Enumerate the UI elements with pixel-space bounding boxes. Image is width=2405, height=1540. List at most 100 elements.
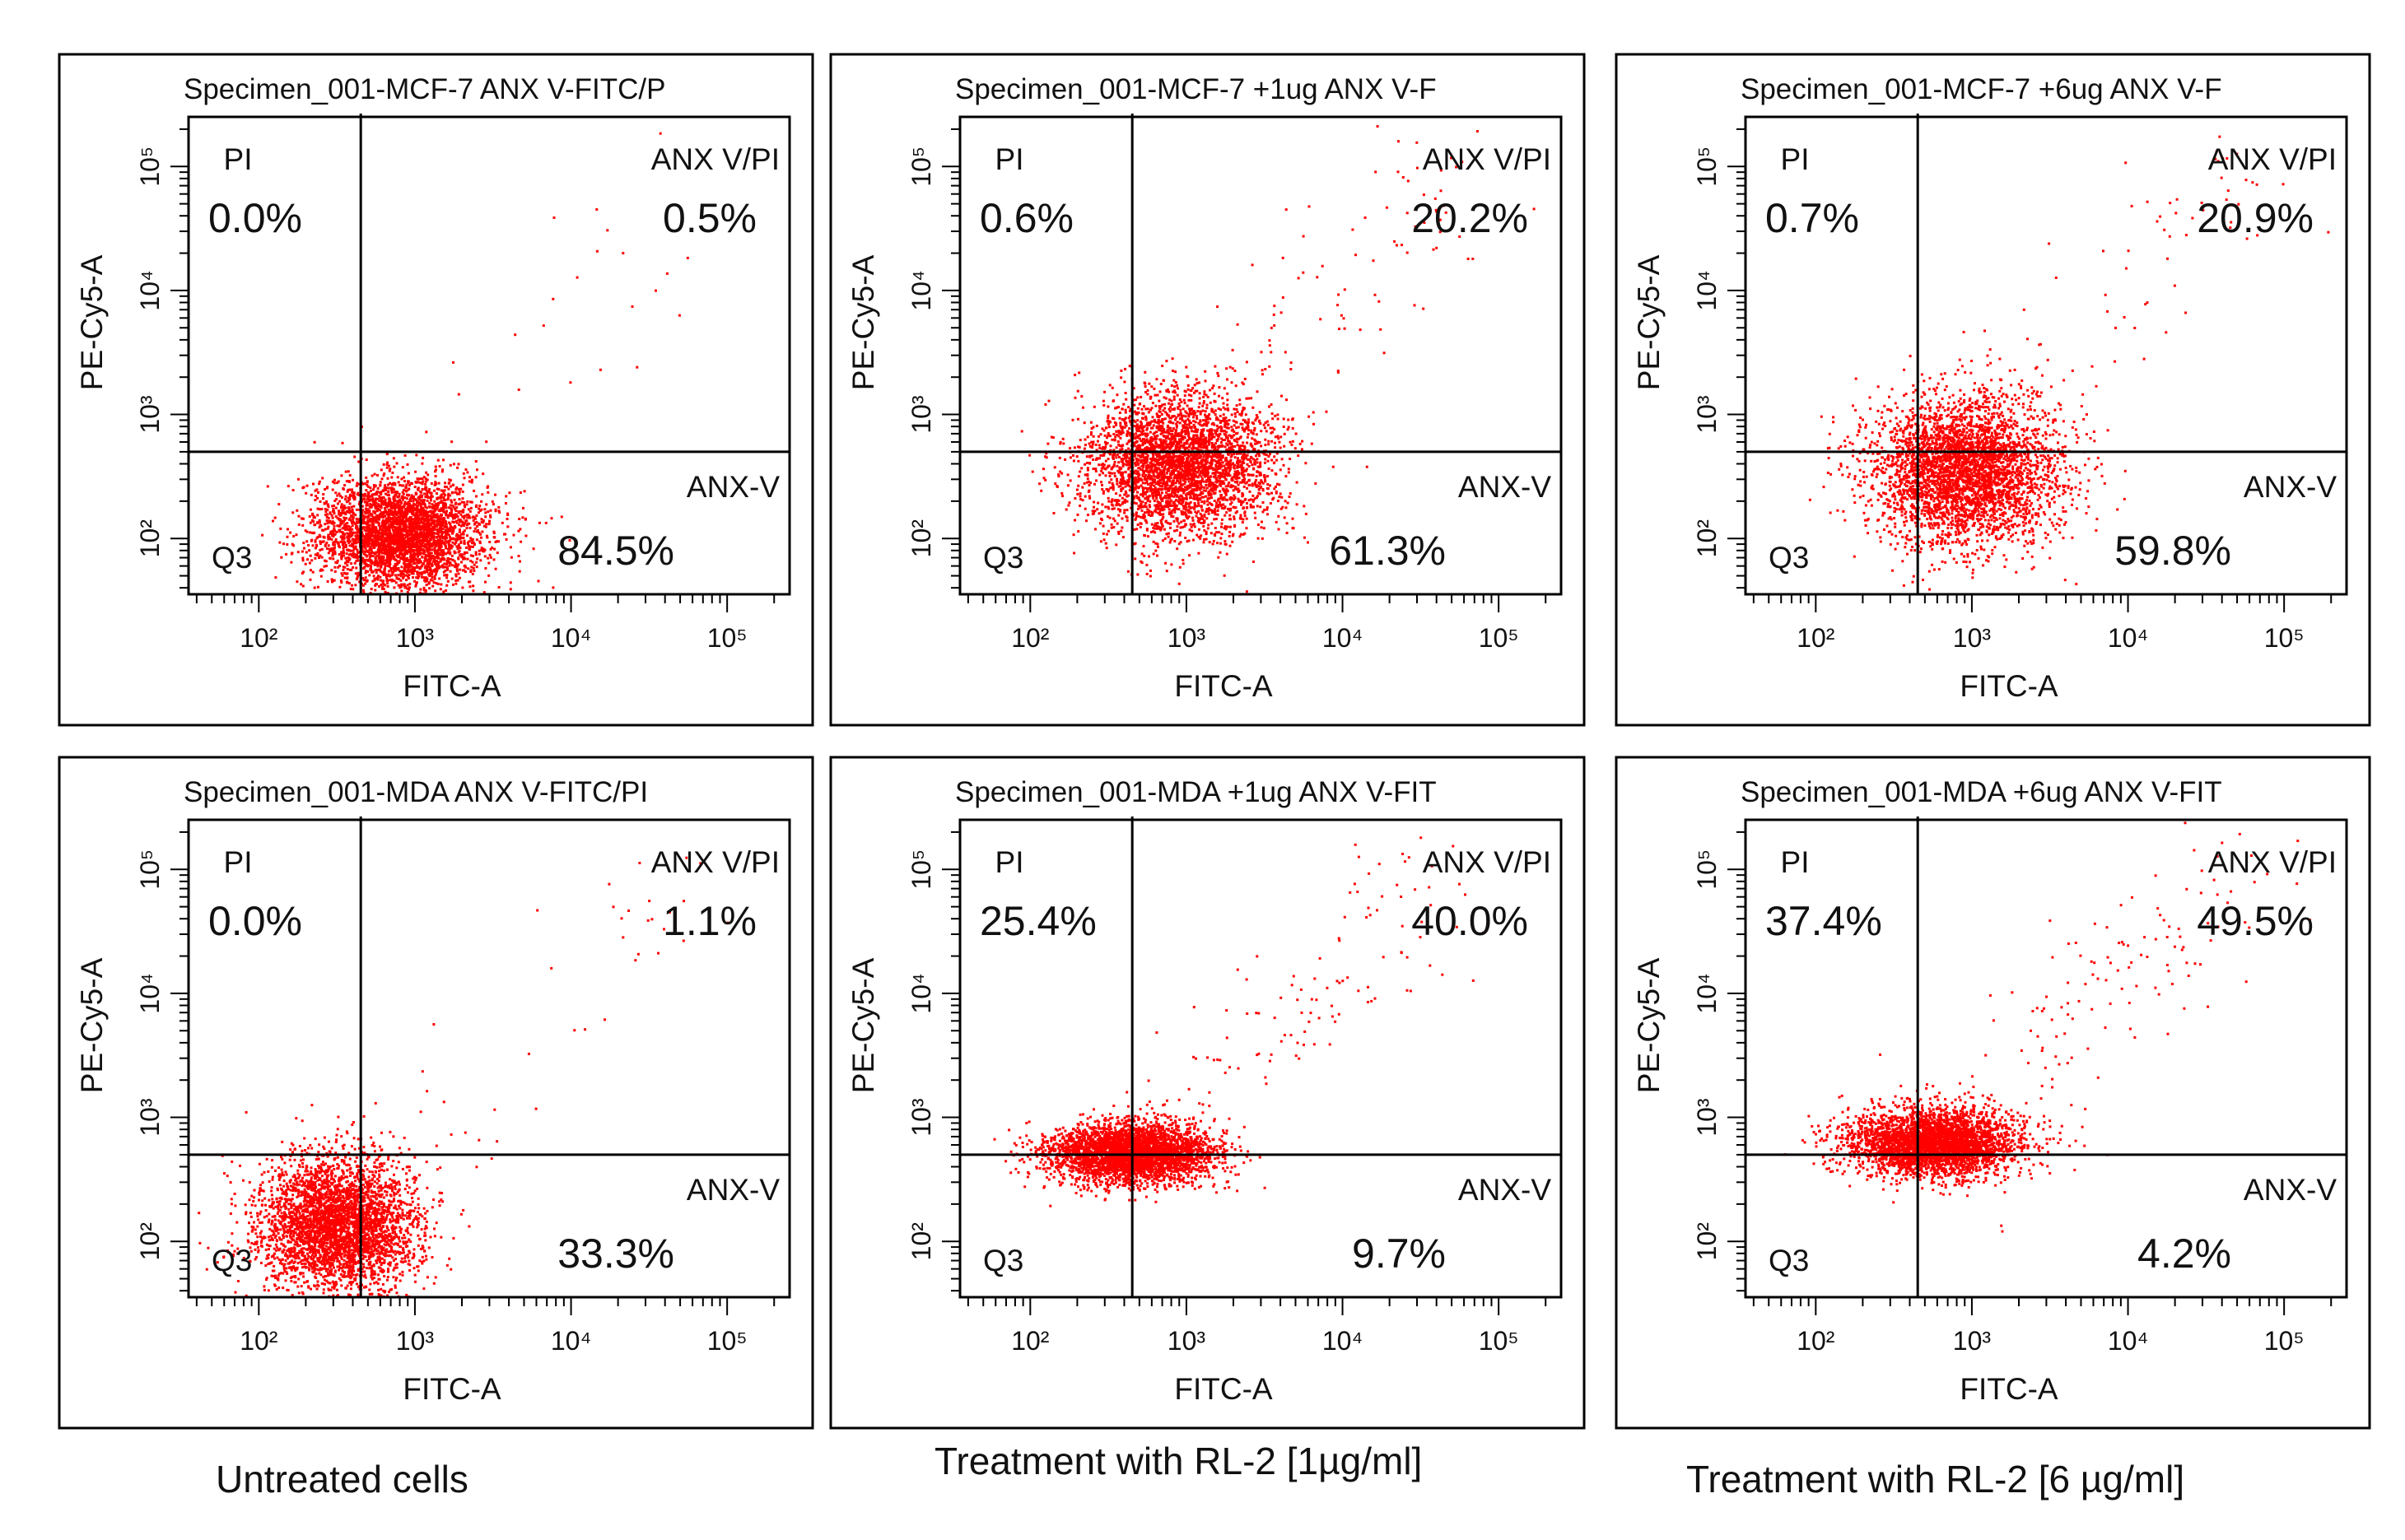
data-point (436, 458, 440, 462)
quadrant-anxv-pi-label: ANX V/PI (651, 142, 780, 176)
data-point (349, 540, 352, 543)
data-point (505, 495, 508, 498)
data-point (398, 492, 401, 495)
data-point (395, 500, 399, 503)
data-point (375, 571, 378, 575)
data-point (1168, 402, 1171, 405)
data-point (434, 502, 437, 505)
data-point (279, 527, 282, 530)
data-point (1150, 420, 1154, 423)
data-point (378, 500, 381, 503)
data-point (1176, 444, 1179, 448)
data-point (383, 486, 386, 490)
data-point (340, 554, 343, 557)
data-point (412, 505, 415, 508)
data-point (1225, 442, 1228, 445)
data-point (1205, 480, 1208, 483)
data-point (399, 585, 403, 589)
data-point (470, 478, 473, 482)
data-point (1120, 482, 1123, 486)
data-point (342, 542, 345, 546)
data-point (406, 584, 409, 587)
data-point (434, 465, 437, 468)
data-point (301, 517, 303, 520)
data-point (347, 549, 351, 552)
data-point (405, 524, 408, 528)
data-point (396, 531, 399, 533)
data-point (395, 462, 399, 465)
data-point (1170, 499, 1172, 502)
data-point (409, 543, 412, 547)
data-point (462, 509, 465, 511)
data-point (450, 499, 453, 502)
data-point (449, 479, 452, 482)
data-point (410, 494, 413, 497)
data-point (380, 492, 383, 495)
data-point (364, 538, 367, 542)
data-point (1206, 453, 1209, 456)
data-point (350, 519, 353, 523)
data-point (446, 494, 450, 497)
data-point (408, 558, 411, 561)
data-point (410, 559, 413, 562)
data-point (332, 557, 335, 561)
data-point (349, 530, 352, 533)
data-point (430, 499, 432, 502)
data-point (439, 496, 442, 500)
data-point (292, 535, 296, 537)
data-point (314, 539, 317, 542)
data-point (381, 489, 385, 492)
data-point (394, 522, 398, 525)
data-point (1197, 528, 1200, 531)
data-point (435, 544, 438, 547)
data-point (466, 500, 469, 503)
data-point (361, 482, 365, 486)
data-point (444, 528, 447, 532)
quadrant-anxv-pi-value: 0.5% (663, 195, 757, 241)
data-point (421, 556, 424, 559)
data-point (1200, 446, 1204, 449)
data-point (380, 468, 383, 472)
data-point (348, 532, 352, 535)
data-point (441, 490, 445, 493)
data-point (392, 530, 395, 533)
data-point (436, 539, 439, 542)
data-point (400, 546, 403, 548)
data-point (1144, 482, 1147, 485)
data-point (464, 564, 467, 567)
data-point (388, 537, 391, 540)
data-point (416, 561, 419, 565)
data-point (357, 528, 360, 531)
data-point (403, 548, 407, 551)
data-point (373, 547, 376, 549)
data-point (356, 533, 359, 537)
data-point (390, 489, 394, 492)
data-point (371, 523, 375, 525)
data-point (1168, 511, 1171, 514)
data-point (422, 499, 426, 502)
data-point (1174, 381, 1177, 384)
data-point (441, 536, 445, 539)
data-point (1261, 369, 1264, 372)
data-point (1149, 505, 1152, 509)
data-point (1154, 491, 1158, 494)
data-point (1218, 500, 1221, 504)
data-point (411, 521, 414, 524)
data-point (411, 533, 414, 537)
data-point (443, 542, 446, 546)
data-point (287, 528, 289, 531)
data-point (1077, 484, 1080, 487)
data-point (422, 510, 425, 514)
data-point (1144, 415, 1147, 418)
data-point (423, 519, 426, 523)
data-point (435, 468, 437, 472)
panel-title: Specimen_001-MCF-7 +1ug ANX V-F (955, 73, 1437, 105)
data-point (493, 536, 496, 539)
data-point (475, 538, 478, 542)
data-point (509, 546, 512, 549)
data-point (353, 455, 357, 458)
data-point (1182, 559, 1185, 561)
data-point (436, 542, 439, 545)
data-point (394, 509, 397, 512)
data-point (310, 559, 314, 562)
